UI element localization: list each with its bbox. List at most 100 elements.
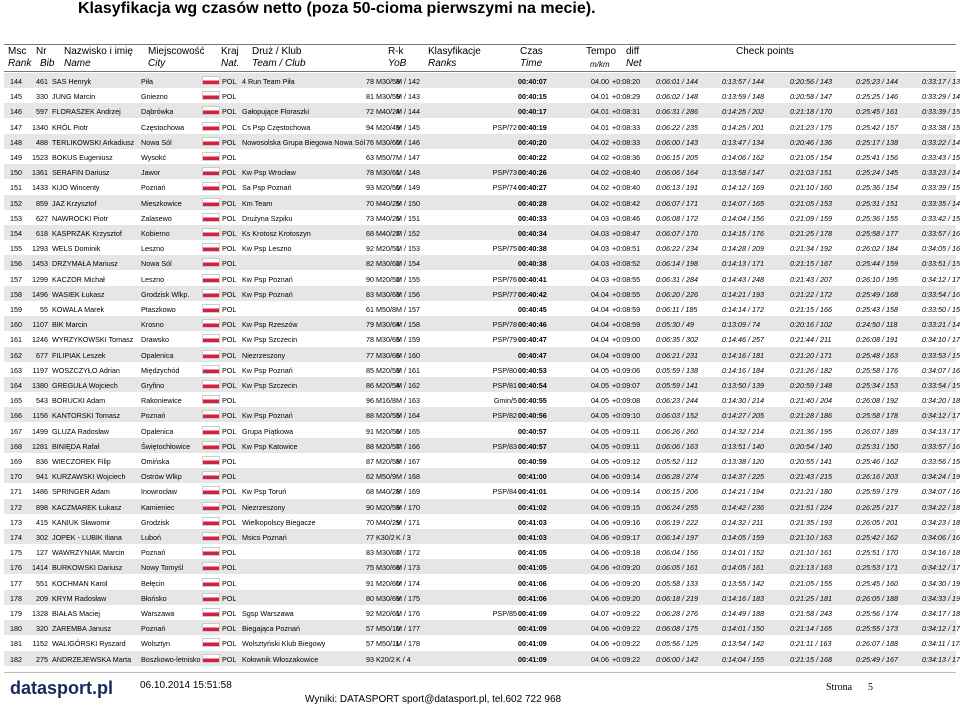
- tempo: 04.01: [591, 92, 609, 102]
- bib: 1293: [32, 244, 48, 254]
- checkpoint: 0:14:37 / 225: [722, 472, 764, 482]
- diff: +0:08:42: [612, 198, 641, 208]
- team: Kw Psp Szczecin: [242, 381, 298, 390]
- header-label: Name: [64, 58, 91, 69]
- table-row: 163 1197 WOSZCZYŁO Adrian Międzychód POL Kw P…: [4, 362, 960, 377]
- checkpoint: 0:06:22 / 234: [656, 244, 698, 254]
- city: Opalenica: [141, 350, 174, 360]
- name: ANDRZEJEWSKA Marta: [52, 654, 132, 664]
- diff: +0:09:11: [612, 426, 640, 436]
- tempo: 04.03: [591, 244, 609, 254]
- checkpoint: 0:14:32 / 211: [722, 517, 764, 527]
- header-label: YoB: [388, 58, 407, 69]
- city: Poznań: [141, 548, 166, 558]
- checkpoint: 0:34:22 / 184: [922, 502, 960, 512]
- checkpoint: 0:06:00 / 142: [656, 654, 698, 664]
- nat: POL: [222, 593, 237, 603]
- yob-category: 78 M30/61: [366, 168, 400, 178]
- time: 00:41:09: [518, 639, 547, 649]
- rank: 182: [10, 654, 22, 664]
- rank: 176: [10, 563, 22, 573]
- flag-icon: [202, 486, 220, 496]
- bib: 1246: [32, 335, 48, 345]
- checkpoint: 0:34:12 / 179: [922, 624, 960, 634]
- table-row: 165 543 BORUCKI Adam Rakoniewice POL 96 M16/8…: [4, 392, 960, 407]
- time: 00:41:02: [518, 502, 547, 512]
- checkpoint: 0:33:51 / 157: [922, 259, 960, 269]
- tempo: 04.06: [591, 487, 609, 497]
- flag-icon: [202, 410, 220, 420]
- name: KRÓL Piotr: [52, 122, 89, 132]
- page-number: 5: [868, 682, 873, 693]
- name: WELS Dominik: [52, 244, 101, 254]
- nat: POL: [222, 137, 237, 147]
- checkpoint: 0:21:34 / 192: [790, 244, 832, 254]
- checkpoint: 0:06:08 / 172: [656, 213, 698, 223]
- name: WOSZCZYŁO Adrian: [52, 365, 120, 375]
- yob-category: 70 M40/29: [366, 517, 400, 527]
- checkpoint: 0:06:00 / 143: [656, 137, 698, 147]
- flag-icon: [202, 258, 220, 268]
- checkpoint: 0:06:02 / 148: [656, 92, 698, 102]
- classification: PSP/81: [492, 381, 517, 390]
- rank: 161: [10, 335, 22, 345]
- checkpoint: 0:14:05 / 161: [722, 563, 764, 573]
- yob-category: 96 M16/8: [366, 396, 396, 406]
- city: Gniezno: [141, 92, 168, 102]
- city: Wolsztyn: [141, 639, 171, 649]
- yob-category: 87 M20/58: [366, 457, 400, 466]
- checkpoint: 0:14:16 / 183: [722, 593, 764, 603]
- checkpoint: 0:34:30 / 194: [922, 578, 960, 588]
- checkpoint: 0:25:41 / 156: [856, 153, 898, 162]
- checkpoint: 0:33:53 / 158: [922, 350, 960, 360]
- checkpoint: 0:14:13 / 171: [722, 259, 764, 269]
- rank: 162: [10, 350, 22, 360]
- team: Kw Psp Poznań: [242, 274, 293, 284]
- checkpoint: 0:06:14 / 197: [656, 533, 698, 542]
- flag-icon: [202, 121, 220, 131]
- table-row: 152 859 JAZ Krzysztof Mieszkowice POL Km Team…: [4, 194, 960, 210]
- nat: POL: [222, 639, 237, 649]
- checkpoint: 0:06:21 / 231: [656, 350, 698, 360]
- nat: POL: [222, 122, 237, 132]
- table-row: 145 330 JUNG Marcin Gniezno POL 81 M30/59 M / …: [4, 88, 960, 103]
- team: Kw Psp Toruń: [242, 487, 287, 497]
- checkpoint: 0:25:31 / 151: [856, 198, 898, 208]
- name: WYRZYKOWSKI Tomasz: [52, 335, 134, 345]
- checkpoint: 0:14:15 / 176: [722, 229, 764, 238]
- time: 00:40:38: [518, 259, 547, 269]
- checkpoint: 0:21:35 / 193: [790, 517, 832, 527]
- city: Rakoniewice: [141, 396, 182, 406]
- city: Błońsko: [141, 593, 167, 603]
- flag-icon: [202, 288, 220, 298]
- table-row: 162 677 FILIPIAK Leszek Opalenica POL Niezrze…: [4, 346, 960, 362]
- bib: 320: [36, 624, 48, 634]
- checkpoint: 0:14:46 / 257: [722, 335, 764, 345]
- table-row: 173 415 KANIUK Sławomir Grodzisk POL Wielkopo…: [4, 514, 960, 529]
- name: KACZOR Michał: [52, 274, 105, 284]
- checkpoint: 0:21:15 / 168: [790, 654, 832, 664]
- ranks: M / 172: [396, 548, 420, 558]
- name: KANIUK Sławomir: [52, 517, 111, 527]
- checkpoint: 0:06:06 / 164: [656, 168, 698, 178]
- ranks: M / 173: [396, 563, 420, 573]
- diff: +0:09:00: [612, 335, 641, 345]
- ranks: M / 150: [396, 198, 420, 208]
- diff: +0:09:14: [612, 487, 641, 497]
- checkpoint: 0:25:58 / 176: [856, 365, 898, 375]
- checkpoint: 0:25:58 / 178: [856, 411, 898, 421]
- tempo: 04.06: [591, 548, 609, 558]
- footer-info: Wyniki: DATASPORT sport@datasport.pl, te…: [305, 694, 562, 705]
- flag-icon: [202, 182, 220, 192]
- name: BORUCKI Adam: [52, 396, 106, 406]
- table-row: 164 1380 GREGUŁA Wojciech Gryfino POL Kw Psp …: [4, 377, 960, 392]
- checkpoint: 0:26:05 / 201: [856, 517, 898, 527]
- checkpoint: 0:21:40 / 204: [790, 396, 832, 406]
- header-label: City: [148, 58, 166, 69]
- checkpoint: 0:06:05 / 161: [656, 563, 698, 573]
- bib: 1152: [32, 639, 48, 649]
- checkpoint: 0:06:04 / 156: [656, 548, 698, 558]
- nat: POL: [222, 244, 237, 254]
- bib: 1414: [32, 563, 48, 573]
- header-label: Druż / Klub: [252, 46, 302, 57]
